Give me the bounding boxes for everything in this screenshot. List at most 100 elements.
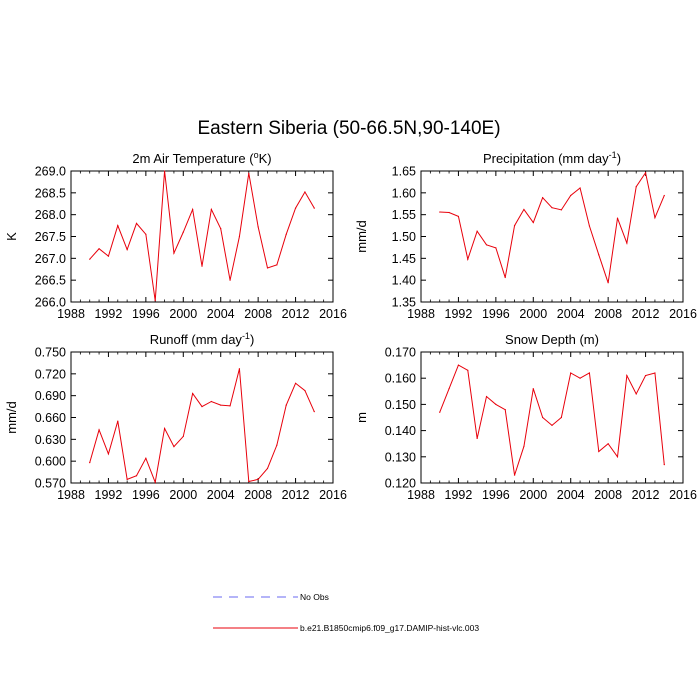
precipitation-xtick-label: 1992 [445,307,473,321]
snow-depth-xtick-label: 1996 [482,488,510,502]
panel-precipitation: Precipitation (mm day-1) 1988 1992 1996 2000… [354,150,697,321]
air-temperature-plot-frame [70,170,334,303]
air-temperature-ytick-label: 269.0 [35,165,66,179]
air-temperature-data-point [201,265,203,267]
air-temperature-data-point [154,300,156,302]
precipitation-xtick-label: 2016 [669,307,697,321]
snow-depth-data-point [644,374,647,377]
precipitation-data-point [495,247,497,249]
runoff-xtick-label: 1988 [57,488,85,502]
panel-runoff: Runoff (mm day-1) 1988 1992 1996 2000 2004 200… [4,331,347,502]
legend: No Obs b.e21.B1850cmip6.f09_g17.DAMIP-hi… [213,592,479,633]
precipitation-xtick-label: 1996 [482,307,510,321]
air-temperature-ylabel: K [4,232,19,241]
snow-depth-ytick-label: 0.150 [385,398,416,412]
runoff-xtick-label: 2008 [244,488,272,502]
snow-depth-xtick-label: 2004 [557,488,585,502]
panels-group: 2m Air Temperature (oK) 1988 1992 1996 2000 2… [4,150,697,502]
precipitation-ytick-label: 1.35 [392,296,416,310]
air-temperature-data-point [220,228,222,230]
runoff-xtick-label: 2004 [207,488,235,502]
snow-depth-xtick-label: 2000 [519,488,547,502]
air-temperature-data-point [304,191,306,193]
precipitation-data-point [644,172,647,174]
snow-depth-data-point [588,372,591,374]
air-temperature-data-point [126,249,128,251]
runoff-data-point [107,453,110,455]
precipitation-data-point [598,254,600,256]
air-temperature-data-point [276,264,278,266]
runoff-xtick-label: 1992 [95,488,123,502]
air-temperature-data-point [135,222,138,224]
air-temperature-data-point [294,207,297,209]
precipitation-data-point [654,217,656,219]
air-temperature-ytick-label: 266.0 [35,296,66,310]
panel-air-temperature: 2m Air Temperature (oK) 1988 1992 1996 2000 2… [4,150,347,321]
runoff-xtick-label: 2012 [282,488,310,502]
air-temperature-xtick-label: 1996 [132,307,160,321]
air-temperature-series-line [89,170,315,301]
air-temperature-data-point [107,255,110,257]
precipitation-title: Precipitation (mm day-1) [483,150,621,166]
precipitation-data-point [542,197,544,199]
precipitation-data-point [635,186,637,188]
air-temperature-data-point [117,224,119,227]
snow-depth-data-point [570,372,572,374]
air-temperature-data-point [210,208,212,211]
legend-label-model: b.e21.B1850cmip6.f09_g17.DAMIP-hist-vlc.… [300,623,479,633]
precipitation-data-point [616,217,619,219]
air-temperature-xtick-label: 1992 [95,307,123,321]
runoff-data-point [192,392,194,395]
runoff-data-point [182,435,184,438]
snow-depth-xtick-label: 2008 [594,488,622,502]
precipitation-data-point [551,207,553,209]
air-temperature-xtick-label: 1988 [57,307,85,321]
runoff-data-point [89,462,91,464]
snow-depth-xtick-label: 1992 [445,488,473,502]
air-temperature-data-point [248,172,250,174]
precipitation-data-point [513,224,516,227]
snow-depth-plot-frame [420,351,684,484]
air-temperature-data-point [229,279,231,281]
runoff-ytick-label: 0.750 [35,346,66,360]
snow-depth-ylabel: m [354,412,369,423]
runoff-data-point [145,457,147,459]
precipitation-data-point [570,194,572,197]
runoff-ytick-label: 0.630 [35,433,66,447]
runoff-xtick-label: 2016 [319,488,347,502]
precipitation-ytick-label: 1.40 [392,274,416,288]
snow-depth-data-point [457,364,460,366]
air-temperature-data-point [257,226,259,228]
precipitation-ytick-label: 1.55 [392,208,416,222]
runoff-data-point [266,467,269,470]
snow-depth-data-point [495,403,497,405]
snow-depth-data-point [607,443,609,445]
precipitation-data-point [579,187,581,189]
air-temperature-data-point [145,233,147,235]
snow-depth-data-point [476,437,478,440]
air-temperature-ytick-label: 267.5 [35,230,66,244]
runoff-data-point [304,389,306,392]
precipitation-data-point [467,258,469,260]
precipitation-data-point [457,215,460,218]
precipitation-data-point [485,244,488,246]
snow-depth-data-point [504,409,506,411]
precipitation-data-point [532,221,534,224]
air-temperature-ytick-label: 268.5 [35,186,66,200]
precipitation-data-point [476,230,478,232]
runoff-data-point [154,481,156,483]
air-temperature-title: 2m Air Temperature (oK) [132,150,271,166]
runoff-data-point [276,444,278,446]
snow-depth-ytick-label: 0.120 [385,477,416,491]
runoff-plot-frame [70,351,334,484]
snow-depth-data-point [439,411,441,413]
air-temperature-data-point [313,207,315,209]
air-temperature-xtick-label: 2000 [169,307,197,321]
air-temperature-data-point [89,258,91,260]
precipitation-plot-frame [420,170,684,303]
runoff-data-point [257,478,259,480]
snow-depth-data-point [542,416,544,419]
air-temperature-ytick-label: 267.0 [35,252,66,266]
runoff-data-point [238,368,241,370]
